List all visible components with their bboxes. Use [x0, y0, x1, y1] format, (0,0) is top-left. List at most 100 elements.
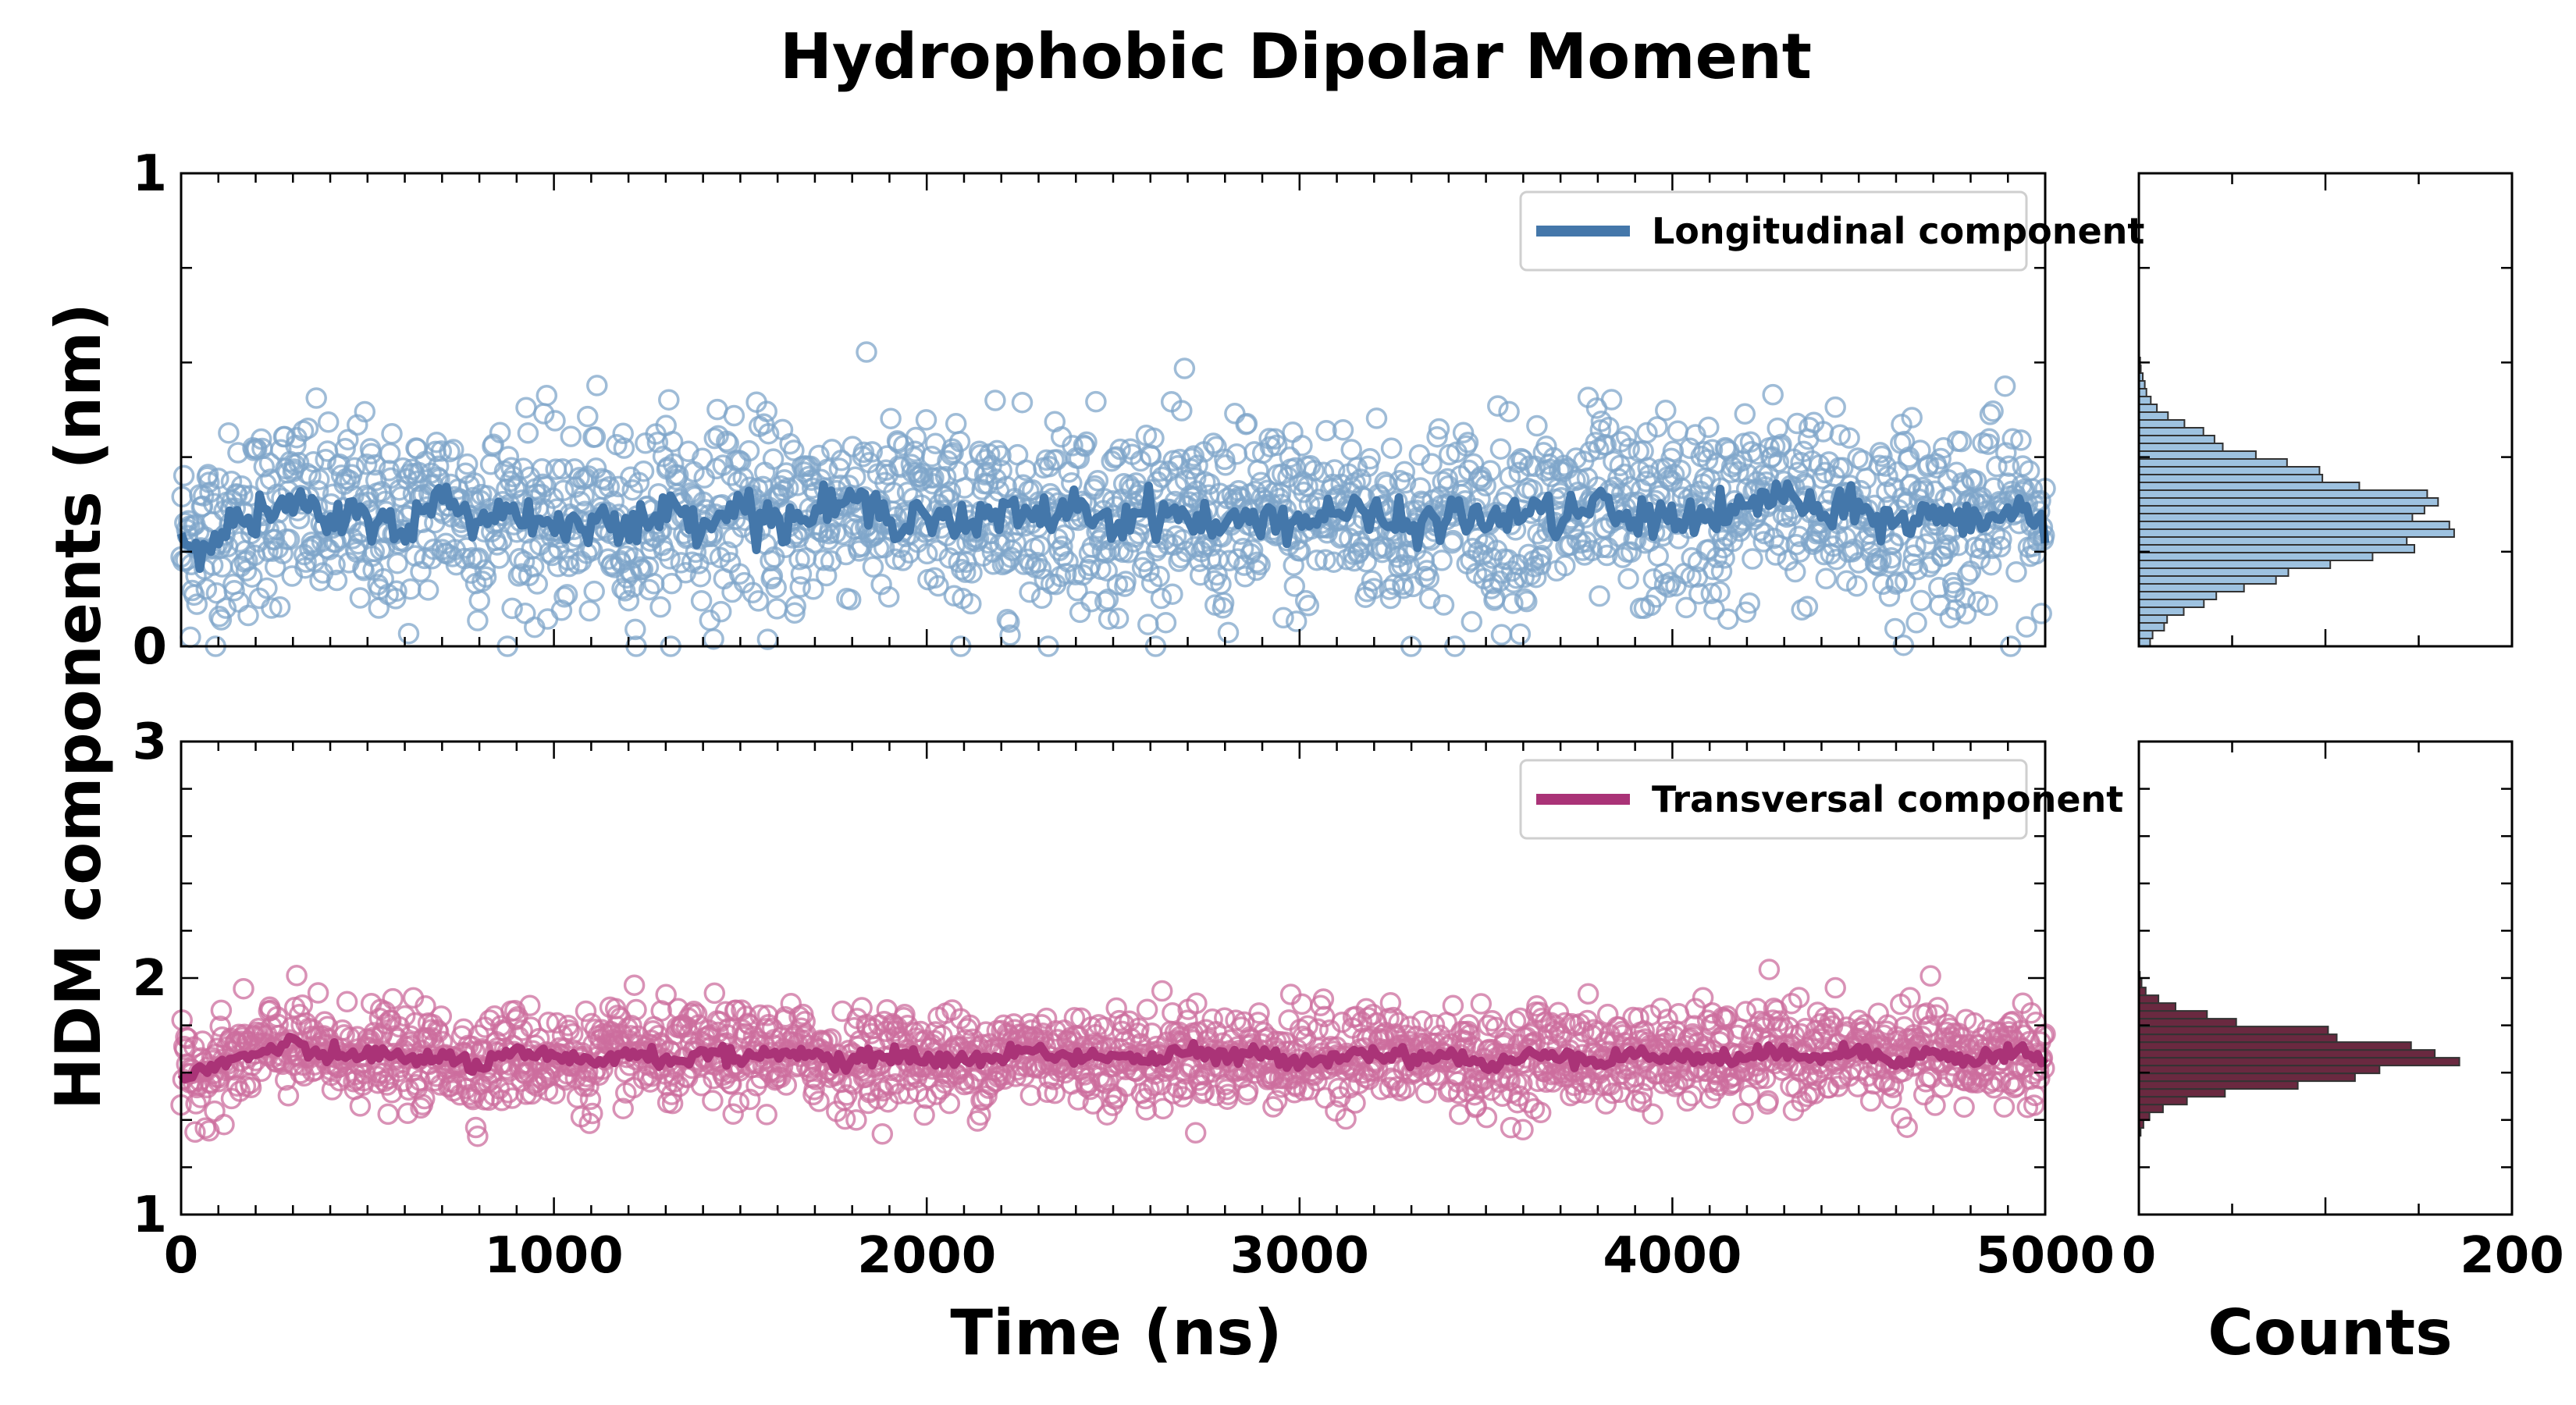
- scatter-point: [1920, 965, 1941, 987]
- scatter-point: [658, 389, 680, 411]
- scatter-point: [1217, 621, 1240, 644]
- scatter-point: [1291, 435, 1313, 457]
- chart-title: Hydrophobic Dipolar Moment: [780, 20, 1812, 93]
- y-tick-label: 1: [132, 145, 167, 203]
- scatter-point: [2016, 616, 2037, 638]
- scatter-point: [1000, 546, 1022, 568]
- scatter-point: [349, 1095, 372, 1117]
- histogram-bar: [2138, 1010, 2208, 1020]
- histogram-bar: [2138, 630, 2154, 639]
- scatter-point: [1162, 583, 1183, 605]
- scatter-point: [1109, 438, 1131, 461]
- scatter-point: [753, 413, 775, 436]
- scatter-point: [324, 553, 346, 576]
- scatter-point: [873, 537, 895, 559]
- scatter-point: [349, 587, 372, 609]
- scatter-point: [471, 570, 493, 592]
- scatter-point: [1019, 581, 1041, 603]
- scatter-point: [915, 409, 938, 431]
- scatter-point: [443, 439, 464, 461]
- scatter-point: [208, 468, 229, 489]
- scatter-point: [927, 574, 949, 597]
- x-tick-label: 0: [164, 1227, 199, 1285]
- scatter-point: [488, 547, 511, 569]
- scatter-point: [611, 578, 633, 599]
- scatter-point: [1322, 473, 1344, 496]
- scatter-point: [703, 427, 726, 450]
- scatter-point: [1994, 375, 2016, 397]
- scatter-point: [336, 991, 358, 1013]
- scatter-point: [815, 564, 838, 587]
- scatter-point: [467, 610, 489, 631]
- scatter-point: [1758, 959, 1781, 980]
- scatter-point: [1245, 559, 1268, 582]
- scatter-point: [1053, 524, 1076, 546]
- scatter-point: [343, 457, 365, 479]
- x-tick-label: 2000: [857, 1227, 996, 1285]
- scatter-point: [1076, 431, 1098, 454]
- scatter-point: [1064, 564, 1087, 586]
- scatter-point: [1171, 400, 1193, 422]
- scatter-point: [1215, 454, 1236, 476]
- histogram-bar: [2138, 1072, 2356, 1083]
- scatter-point: [659, 548, 681, 570]
- scatter-point: [703, 982, 726, 1005]
- scatter-point: [526, 573, 549, 595]
- histogram-bar: [2138, 994, 2160, 1005]
- scatter-point: [1577, 983, 1599, 1005]
- scatter-point: [702, 1090, 724, 1112]
- scatter-point: [1647, 545, 1669, 567]
- scatter-point: [430, 440, 453, 462]
- scatter-point: [256, 577, 278, 599]
- histogram-bar: [2138, 1088, 2226, 1098]
- scatter-point: [334, 438, 356, 460]
- scatter-point: [468, 589, 491, 612]
- scatter-point: [1096, 560, 1118, 582]
- scatter-point: [1905, 612, 1927, 634]
- scatter-point: [1824, 976, 1846, 999]
- scatter-point: [756, 1104, 777, 1126]
- scatter-point: [716, 430, 738, 453]
- scatter-point: [1202, 432, 1225, 454]
- scatter-point: [241, 566, 263, 588]
- scatter-point: [372, 567, 394, 590]
- scatter-point: [939, 481, 962, 503]
- scatter-point: [757, 422, 780, 445]
- scatter-point: [1312, 988, 1335, 1010]
- scatter-point: [584, 426, 607, 448]
- scatter-point: [215, 597, 237, 619]
- scatter-point: [1824, 396, 1846, 418]
- scatter-point: [1265, 434, 1288, 457]
- histogram-bar: [2138, 614, 2169, 624]
- legend-label: Longitudinal component: [1652, 210, 2144, 252]
- scatter-point: [288, 507, 311, 530]
- histogram-bar: [2138, 552, 2374, 561]
- scatter-point: [996, 608, 1019, 631]
- scatter-point: [880, 407, 902, 429]
- scatter-point: [1183, 445, 1205, 467]
- histogram-bar: [2138, 513, 2414, 522]
- scatter-point: [500, 457, 522, 479]
- scatter-point: [497, 446, 520, 468]
- scatter-point: [535, 384, 558, 407]
- scatter-point: [317, 411, 340, 433]
- scatter-point: [784, 602, 806, 624]
- scatter-point: [489, 422, 511, 443]
- scatter-point: [1461, 610, 1483, 633]
- scatter-point: [1617, 567, 1639, 590]
- scatter-point: [961, 562, 983, 584]
- scatter-point: [578, 599, 600, 622]
- histogram-bar: [2138, 443, 2224, 452]
- scatter-point: [623, 974, 646, 996]
- histogram-bar: [2138, 560, 2332, 569]
- histogram-bar: [2138, 1002, 2176, 1012]
- scatter-point: [1526, 414, 1548, 437]
- histogram-bar: [2138, 450, 2257, 460]
- scatter-point: [551, 458, 574, 480]
- scatter-point: [308, 468, 330, 491]
- scatter-point: [1332, 419, 1354, 441]
- scatter-point: [1289, 540, 1311, 562]
- scatter-point: [577, 405, 599, 428]
- scatter-point: [1285, 610, 1308, 632]
